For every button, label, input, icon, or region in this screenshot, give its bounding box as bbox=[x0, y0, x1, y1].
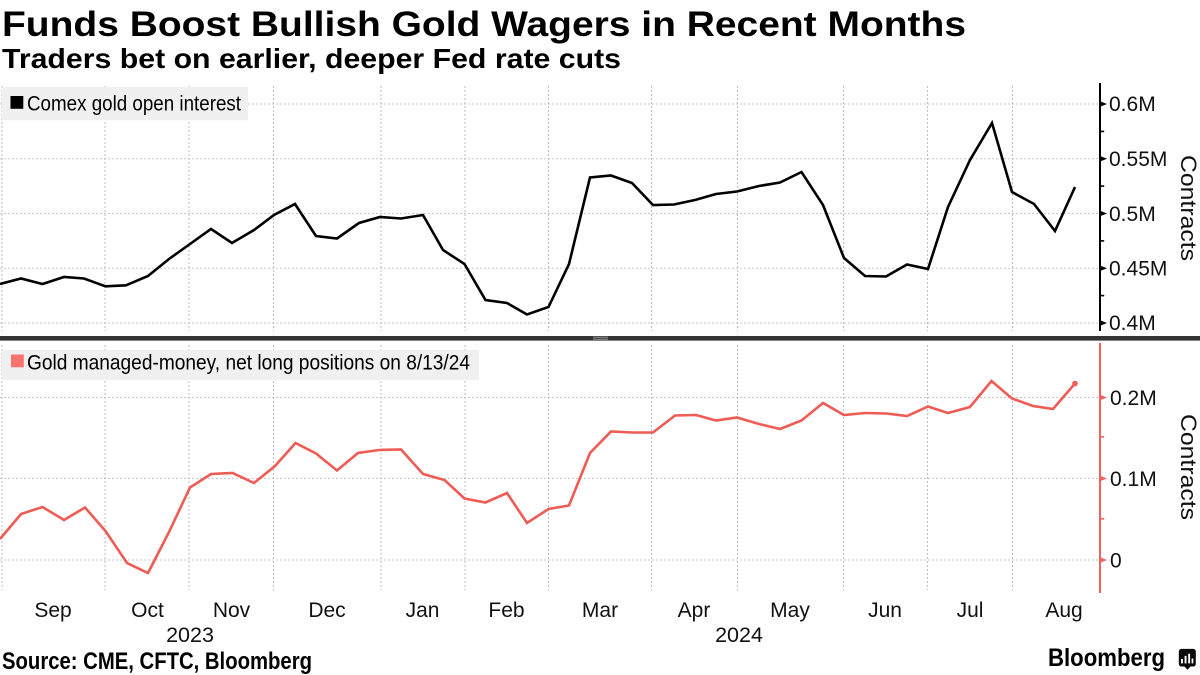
svg-text:Comex gold open interest: Comex gold open interest bbox=[27, 93, 241, 116]
svg-text:0.4M: 0.4M bbox=[1109, 312, 1156, 335]
svg-text:0.1M: 0.1M bbox=[1110, 468, 1157, 491]
svg-text:Contracts: Contracts bbox=[1176, 155, 1200, 261]
svg-text:Nov: Nov bbox=[213, 599, 251, 622]
svg-text:0.6M: 0.6M bbox=[1109, 93, 1156, 116]
svg-text:Gold managed-money, net long p: Gold managed-money, net long positions o… bbox=[27, 352, 470, 375]
svg-text:Apr: Apr bbox=[678, 599, 711, 622]
svg-text:Aug: Aug bbox=[1045, 599, 1082, 622]
svg-text:2024: 2024 bbox=[715, 623, 763, 647]
svg-text:Jul: Jul bbox=[957, 599, 984, 622]
svg-text:Contracts: Contracts bbox=[1176, 414, 1200, 520]
svg-text:2023: 2023 bbox=[166, 623, 214, 647]
svg-text:0: 0 bbox=[1110, 550, 1122, 573]
svg-text:May: May bbox=[770, 599, 810, 622]
svg-text:0.2M: 0.2M bbox=[1110, 387, 1157, 410]
svg-text:Traders bet on earlier, deeper: Traders bet on earlier, deeper Fed rate … bbox=[2, 43, 621, 74]
svg-text:Funds Boost Bullish Gold Wager: Funds Boost Bullish Gold Wagers in Recen… bbox=[2, 5, 966, 44]
svg-text:Mar: Mar bbox=[582, 599, 618, 622]
svg-text:Source: CME, CFTC, Bloomberg: Source: CME, CFTC, Bloomberg bbox=[2, 648, 312, 675]
svg-text:Dec: Dec bbox=[308, 599, 345, 622]
svg-text:0.45M: 0.45M bbox=[1109, 258, 1167, 281]
svg-text:Sep: Sep bbox=[34, 599, 71, 622]
svg-text:Jun: Jun bbox=[868, 599, 902, 622]
svg-text:Jan: Jan bbox=[406, 599, 440, 622]
svg-text:Bloomberg: Bloomberg bbox=[1048, 644, 1165, 672]
svg-text:Oct: Oct bbox=[131, 599, 164, 622]
svg-text:Feb: Feb bbox=[488, 599, 524, 622]
svg-text:0.5M: 0.5M bbox=[1109, 203, 1156, 226]
svg-text:0.55M: 0.55M bbox=[1109, 148, 1167, 171]
